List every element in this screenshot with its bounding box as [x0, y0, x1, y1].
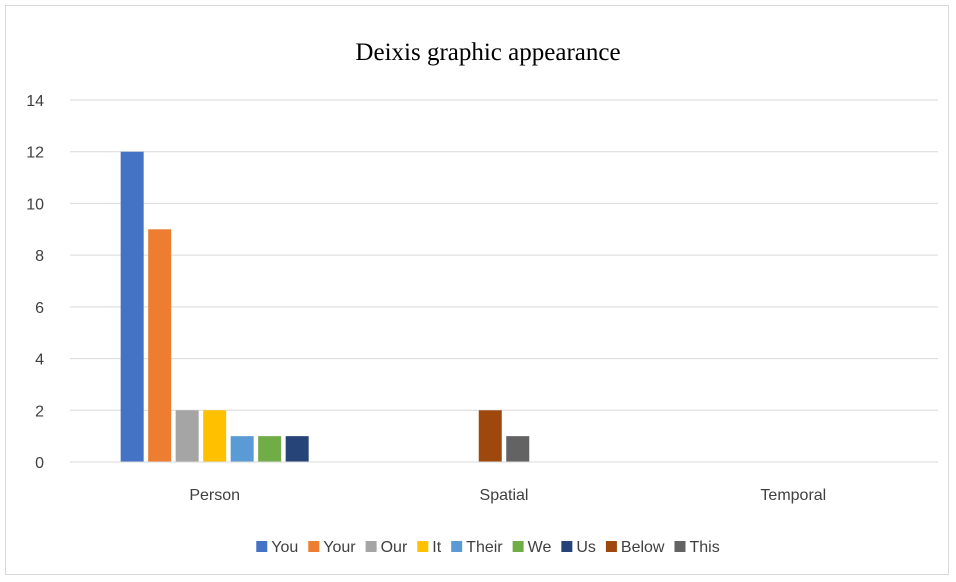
bar-you-person [120, 151, 144, 462]
bar-your-person [148, 229, 172, 462]
legend-swatch [674, 541, 686, 552]
y-tick-label: 14 [26, 93, 44, 110]
legend-item-their: Their [451, 539, 503, 556]
legend-item-below: Below [605, 539, 665, 556]
bar-our-person [175, 410, 199, 462]
y-tick-label: 10 [26, 196, 44, 213]
legend-swatch [417, 541, 429, 552]
category-label-spatial: Spatial [480, 487, 529, 504]
bar-it-person [203, 410, 227, 462]
legend-label: You [271, 539, 298, 556]
legend-label: It [432, 539, 441, 556]
category-label-temporal: Temporal [760, 487, 826, 504]
y-tick-label: 8 [35, 248, 44, 265]
y-axis-tick-labels: 0 2 4 6 8 10 12 14 [26, 93, 44, 472]
legend-swatch [605, 541, 617, 552]
bar-this-spatial [506, 436, 530, 462]
legend-item-you: You [256, 539, 298, 556]
legend-item-us: Us [561, 539, 596, 556]
legend-swatch [256, 541, 268, 552]
legend-item-we: We [512, 539, 552, 556]
y-tick-label: 0 [35, 455, 44, 472]
y-tick-label: 6 [35, 300, 44, 317]
legend-label: Our [381, 539, 408, 556]
bar-below-spatial [478, 410, 502, 462]
legend: You Your Our It Their We Us Below This [256, 539, 720, 556]
legend-item-our: Our [365, 539, 408, 556]
legend-label: Their [466, 539, 503, 556]
y-tick-label: 2 [35, 403, 44, 420]
bar-us-person [285, 436, 309, 462]
legend-item-it: It [417, 539, 442, 556]
bar-we-person [258, 436, 282, 462]
legend-label: Us [576, 539, 596, 556]
legend-label: This [689, 539, 719, 556]
legend-swatch [308, 541, 320, 552]
bar-their-person [230, 436, 254, 462]
x-axis-category-labels: Person Spatial Temporal [189, 487, 826, 504]
legend-item-this: This [674, 539, 720, 556]
chart-title: Deixis graphic appearance [355, 39, 620, 66]
category-label-person: Person [189, 487, 240, 504]
grid-lines [70, 99, 938, 411]
legend-label: Your [323, 539, 356, 556]
legend-swatch [561, 541, 573, 552]
legend-label: We [528, 539, 552, 556]
legend-swatch [512, 541, 524, 552]
y-tick-label: 4 [35, 352, 44, 369]
y-tick-label: 12 [26, 145, 44, 162]
legend-swatch [451, 541, 463, 552]
legend-label: Below [621, 539, 665, 556]
bars [120, 151, 530, 462]
legend-swatch [365, 541, 377, 552]
legend-item-your: Your [308, 539, 356, 556]
